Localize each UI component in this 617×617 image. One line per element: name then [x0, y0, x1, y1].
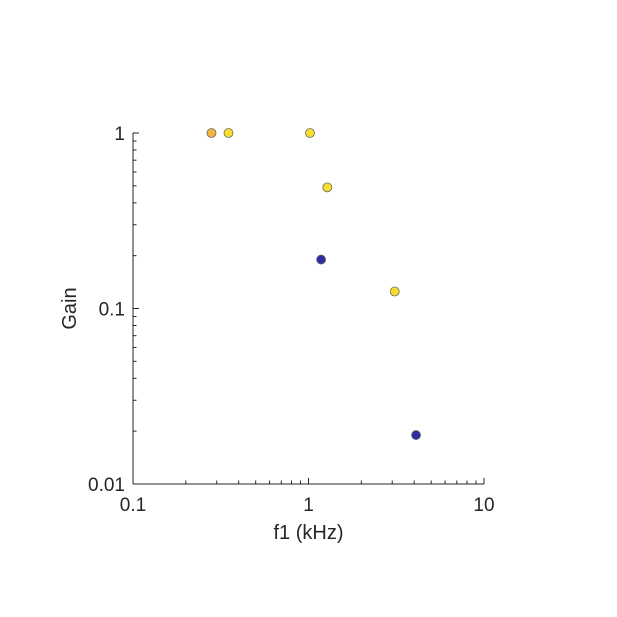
x-tick-label: 0.1 — [120, 495, 146, 516]
data-point — [305, 128, 315, 138]
data-point — [206, 128, 217, 138]
y-axis-label: Gain — [59, 287, 81, 329]
data-point — [223, 128, 234, 138]
x-tick-label: 10 — [473, 495, 494, 516]
ticks: 0.1 1 100.010.11 — [88, 124, 495, 516]
y-tick-label: 0.1 — [99, 300, 125, 321]
axes — [132, 133, 484, 485]
y-tick-label: 1 — [114, 124, 125, 145]
data-point — [322, 182, 333, 193]
x-tick-label: 1 — [303, 495, 314, 516]
data-point — [316, 254, 327, 265]
x-axis-label: f1 (kHz) — [274, 522, 344, 544]
data-points — [206, 128, 421, 440]
data-point — [389, 286, 400, 297]
y-tick-label: 0.01 — [88, 475, 125, 496]
data-point — [411, 430, 421, 440]
